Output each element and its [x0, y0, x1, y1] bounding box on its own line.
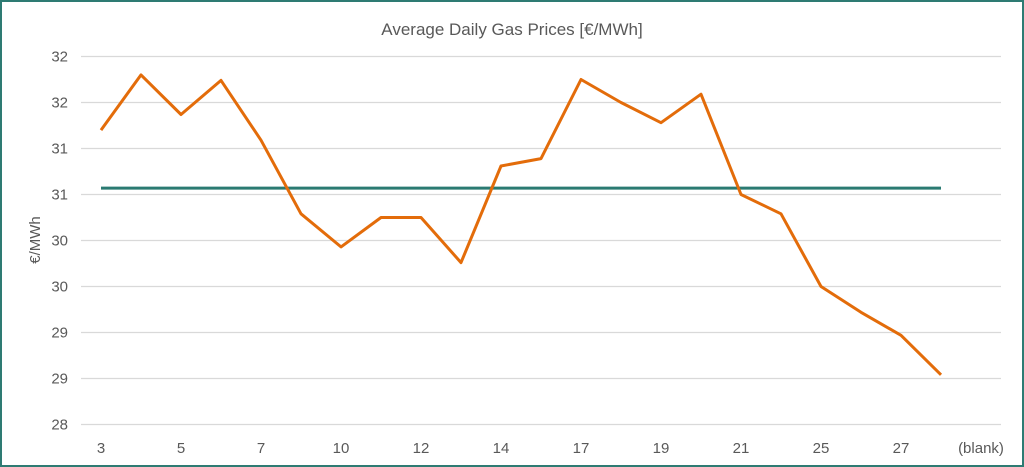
- x-tick-label: 19: [653, 440, 670, 457]
- x-tick-label: 5: [177, 440, 185, 457]
- y-tick-label: 31: [51, 187, 68, 204]
- chart-title: Average Daily Gas Prices [€/MWh]: [381, 20, 642, 39]
- y-axis-label: €/MWh: [27, 216, 44, 264]
- x-tick-label: 21: [733, 440, 750, 457]
- price-line: [99, 73, 943, 376]
- y-tick-label: 30: [51, 233, 68, 250]
- y-tick-label: 30: [51, 279, 68, 296]
- x-tick-label: (blank): [958, 440, 1004, 457]
- x-tick-label: 25: [813, 440, 830, 457]
- y-tick-label: 28: [51, 417, 68, 434]
- y-tick-label: 31: [51, 141, 68, 158]
- x-tick-label: 17: [573, 440, 590, 457]
- x-tick-label: 14: [493, 440, 510, 457]
- x-tick-label: 7: [257, 440, 265, 457]
- y-tick-label: 29: [51, 371, 68, 388]
- x-tick-label: 27: [893, 440, 910, 457]
- x-tick-label: 3: [97, 440, 105, 457]
- y-tick-label: 29: [51, 325, 68, 342]
- x-tick-label: 12: [413, 440, 430, 457]
- y-tick-label: 32: [51, 49, 68, 66]
- y-tick-label: 32: [51, 95, 68, 112]
- x-tick-label: 10: [333, 440, 350, 457]
